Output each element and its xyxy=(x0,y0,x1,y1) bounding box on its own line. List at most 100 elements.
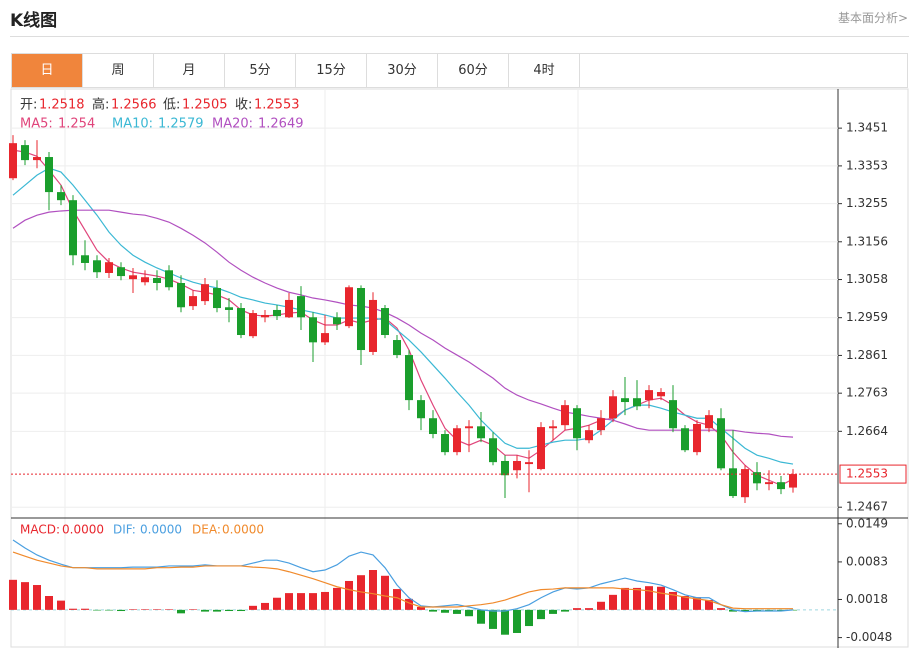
y-tick-label: 0.0018 xyxy=(846,592,888,606)
candle-body xyxy=(765,482,773,485)
macd-bar xyxy=(705,600,713,610)
macd-bar xyxy=(669,591,677,610)
ohlc-label: 收: xyxy=(235,98,252,113)
candle-body xyxy=(573,408,581,439)
candle-body xyxy=(285,299,293,318)
macd-bar xyxy=(441,609,449,613)
macd-bar xyxy=(237,609,245,612)
macd-bar xyxy=(81,608,89,610)
period-tab[interactable]: 4时 xyxy=(509,54,580,87)
ohlc-value: 1.2553 xyxy=(254,98,300,113)
macd-bar xyxy=(501,609,509,635)
candle-body xyxy=(93,260,101,273)
macd-bar xyxy=(321,591,329,610)
candle-body xyxy=(57,192,65,201)
candle-body xyxy=(309,317,317,343)
candle-body xyxy=(489,438,497,463)
macd-bar xyxy=(189,609,197,610)
macd-bar xyxy=(201,609,209,612)
macd-bar xyxy=(585,608,593,610)
candle-body xyxy=(117,267,125,277)
macd-bar xyxy=(309,593,317,610)
legend-name: MACD: xyxy=(20,523,60,537)
macd-bar xyxy=(525,609,533,627)
period-tab[interactable]: 15分 xyxy=(296,54,367,87)
candle-body xyxy=(705,415,713,429)
legend-value: 1.2579 xyxy=(158,117,204,132)
macd-bar xyxy=(165,609,173,610)
y-tick-label: 1.3058 xyxy=(846,272,888,286)
macd-bar xyxy=(765,609,773,611)
macd-bar xyxy=(333,587,341,610)
candle-body xyxy=(609,396,617,419)
candle-body xyxy=(69,200,77,256)
macd-bar xyxy=(573,608,581,610)
candle-body xyxy=(729,468,737,497)
candle-body xyxy=(345,287,353,327)
candle-body xyxy=(717,418,725,469)
ohlc-value: 1.2566 xyxy=(111,98,157,113)
period-tab[interactable]: 5分 xyxy=(225,54,296,87)
legend-name: MA10: xyxy=(112,117,153,132)
y-tick-label: 1.2763 xyxy=(846,386,888,400)
macd-bar xyxy=(597,601,605,610)
ma-line xyxy=(12,167,794,465)
y-tick-label: 1.3451 xyxy=(846,121,888,135)
macd-bar xyxy=(393,589,401,610)
candle-body xyxy=(633,398,641,407)
y-tick-label: 1.2861 xyxy=(846,348,888,362)
candle-body xyxy=(537,427,545,470)
ohlc-label: 开: xyxy=(20,98,37,113)
macd-bar xyxy=(273,597,281,610)
macd-bar xyxy=(381,575,389,610)
macd-bar xyxy=(345,580,353,610)
period-tab[interactable]: 30分 xyxy=(367,54,438,87)
candle-body xyxy=(621,398,629,403)
candle-body xyxy=(213,288,221,309)
legend-value: 0.0000 xyxy=(62,523,104,537)
macd-bar xyxy=(405,598,413,610)
macd-bar xyxy=(717,608,725,610)
macd-bar xyxy=(9,579,17,610)
candle-body xyxy=(9,143,17,179)
fundamental-link[interactable]: 基本面分析> xyxy=(837,11,908,25)
candle-body xyxy=(669,400,677,429)
macd-bar xyxy=(561,609,569,612)
ohlc-label: 低: xyxy=(163,98,180,113)
last-price-box xyxy=(839,464,907,484)
period-tab[interactable]: 周 xyxy=(83,54,154,87)
period-tab[interactable]: 日 xyxy=(12,54,83,87)
candle-body xyxy=(273,309,281,317)
candle-body xyxy=(357,288,365,351)
candle-body xyxy=(321,333,329,343)
candle-body xyxy=(153,277,161,284)
macd-bar xyxy=(741,609,749,612)
period-tab[interactable]: 60分 xyxy=(438,54,509,87)
candle-body xyxy=(753,472,761,484)
candle-body xyxy=(693,424,701,453)
legend-name: DEA: xyxy=(192,523,221,537)
candle-body xyxy=(189,296,197,307)
candle-body xyxy=(177,283,185,308)
macd-bar xyxy=(489,609,497,629)
candle-body xyxy=(129,275,137,280)
candle-body xyxy=(369,299,377,352)
legend-name: MA20: xyxy=(212,117,253,132)
y-tick-label: -0.0048 xyxy=(846,630,892,644)
candle-body xyxy=(549,426,557,429)
candle-body xyxy=(645,390,653,401)
y-tick-label: 1.3255 xyxy=(846,196,888,210)
candle-body xyxy=(585,430,593,441)
period-tab[interactable]: 月 xyxy=(154,54,225,87)
legend-value: 1.2649 xyxy=(258,117,304,132)
candle-body xyxy=(453,428,461,453)
candle-body xyxy=(777,482,785,490)
divider xyxy=(10,36,909,37)
candle-body xyxy=(501,460,509,476)
macd-bar xyxy=(513,609,521,633)
macd-bar xyxy=(213,609,221,612)
candle-body xyxy=(105,262,113,273)
macd-bar xyxy=(681,596,689,610)
macd-bar xyxy=(369,570,377,610)
